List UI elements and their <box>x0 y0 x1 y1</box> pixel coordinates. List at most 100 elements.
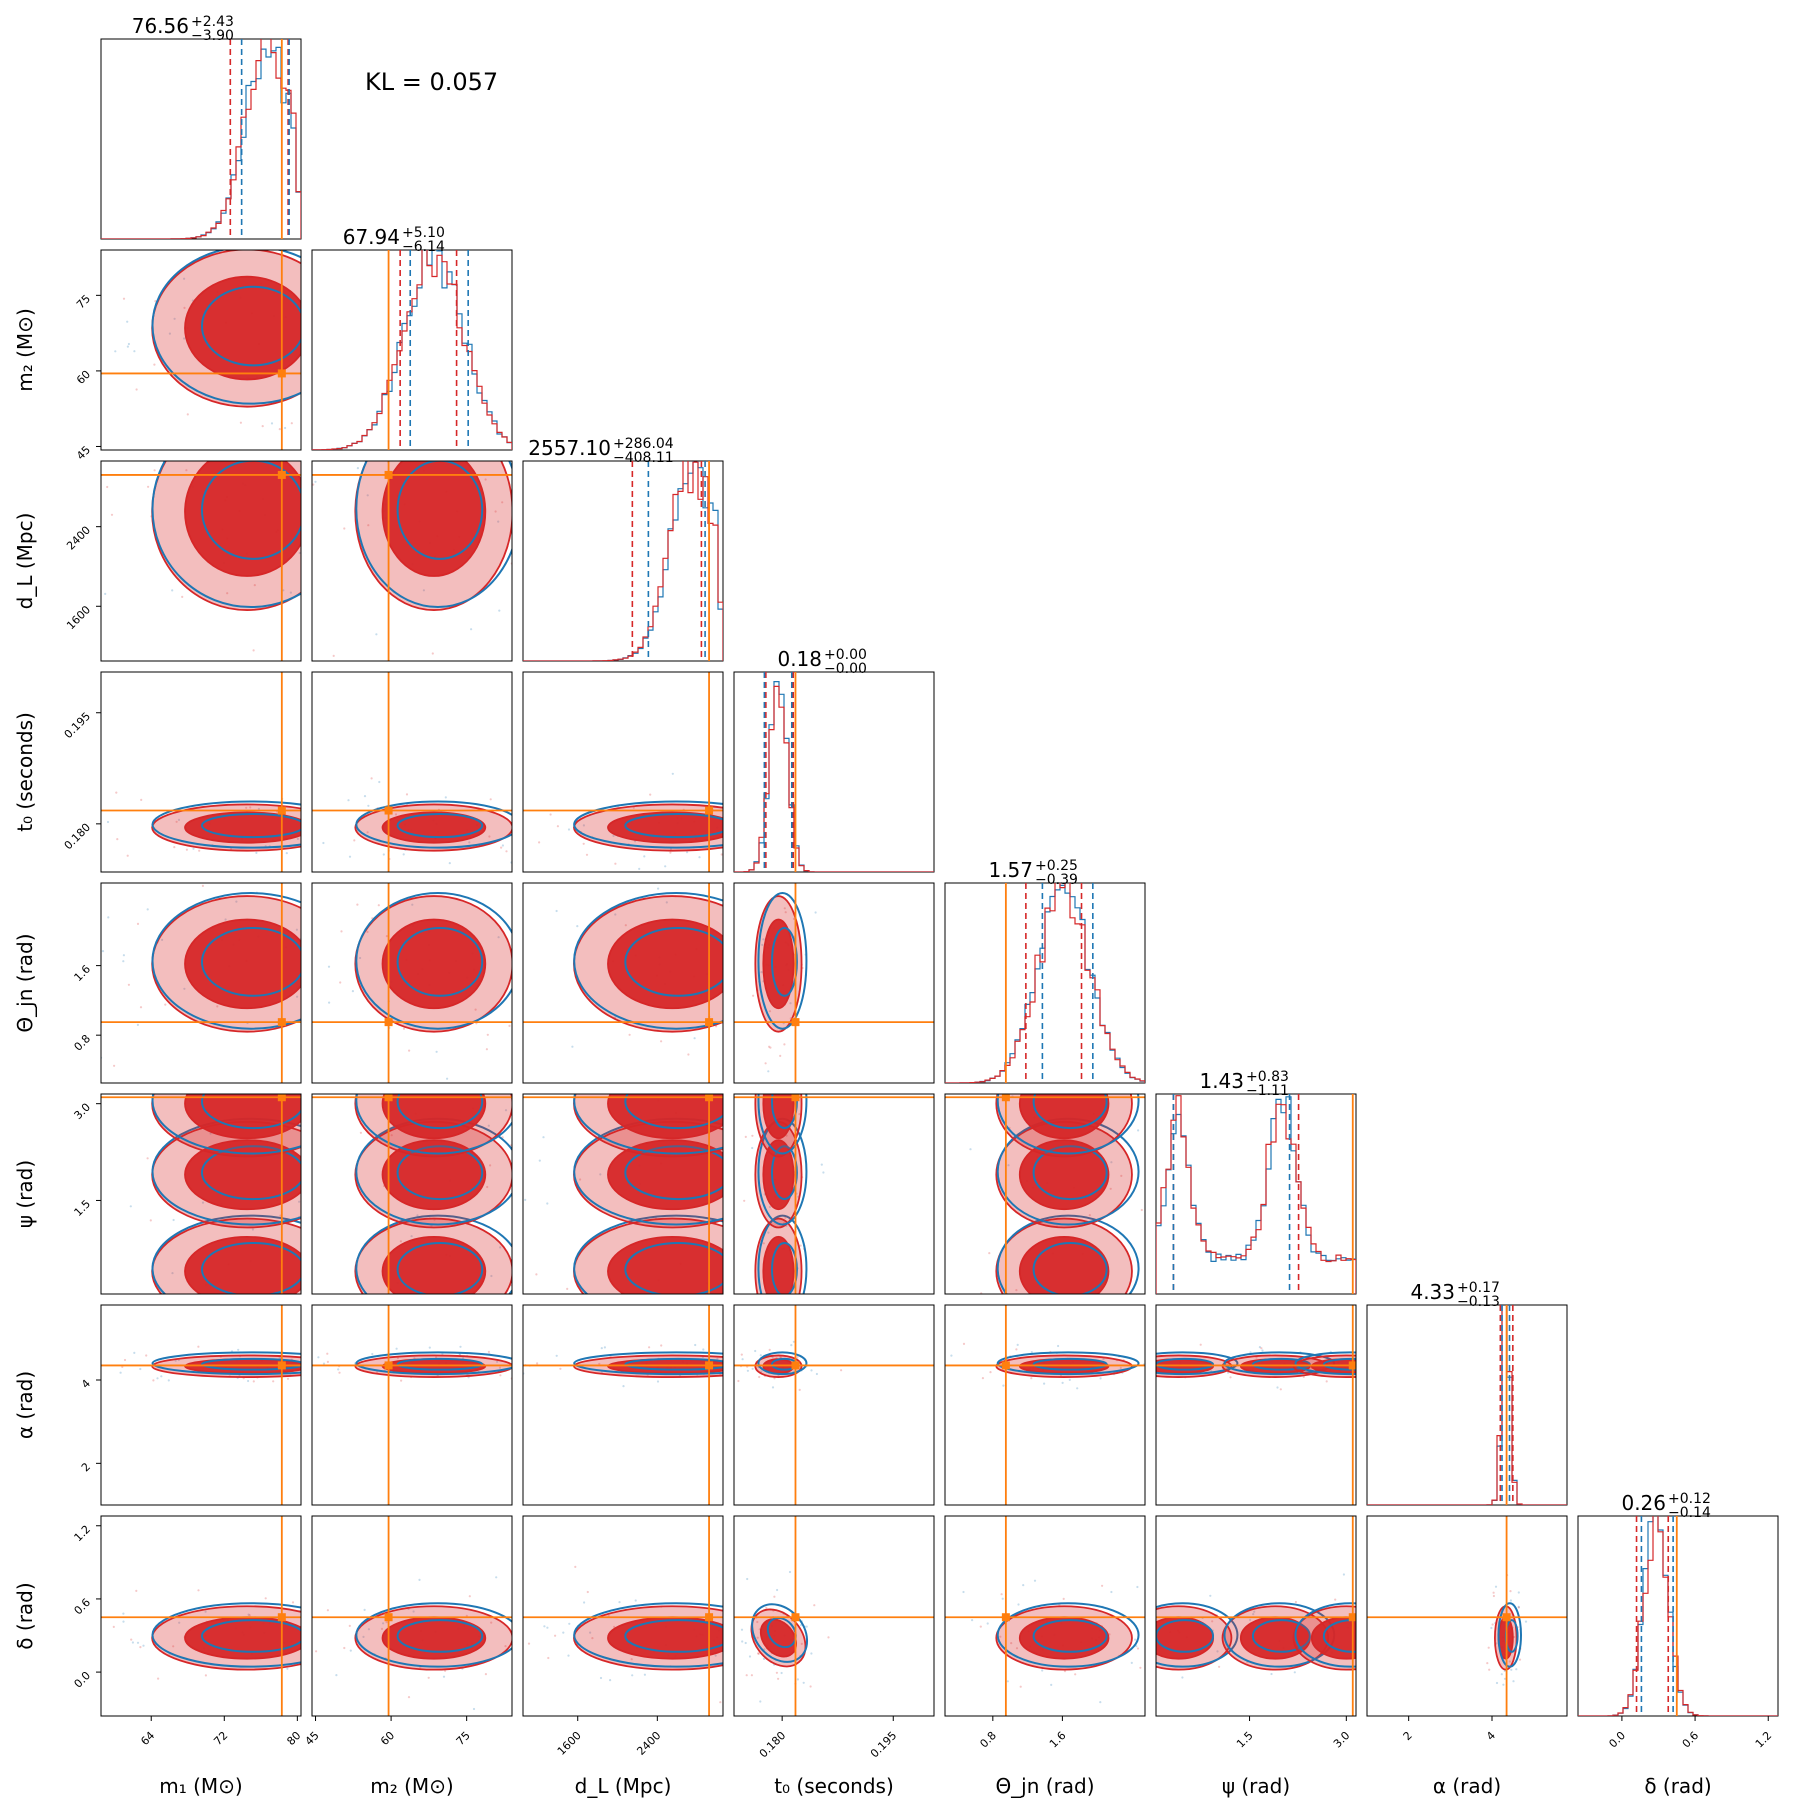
sample-point <box>752 994 755 997</box>
sample-point <box>496 1360 499 1363</box>
truth-marker <box>1001 1613 1010 1622</box>
sample-point <box>1088 1333 1090 1335</box>
sample-point <box>684 1326 686 1328</box>
sample-point <box>491 1426 493 1428</box>
sample-point <box>122 954 125 957</box>
sample-point <box>771 868 773 870</box>
sample-point <box>702 1314 704 1316</box>
sample-point <box>419 664 421 666</box>
sample-point <box>327 965 331 968</box>
sample-point <box>289 591 292 594</box>
sample-point <box>405 793 409 796</box>
hist-series-a <box>734 685 934 872</box>
sample-point <box>320 770 322 772</box>
sample-point <box>1512 1680 1515 1683</box>
sample-point <box>720 853 723 856</box>
sample-point <box>359 347 361 349</box>
panel-frame <box>100 671 302 873</box>
sample-point <box>810 1369 813 1372</box>
sample-point <box>412 1610 415 1613</box>
sample-point <box>484 1673 487 1676</box>
sample-point <box>395 1347 398 1350</box>
sample-point <box>244 421 246 423</box>
sample-point <box>163 1500 165 1502</box>
sample-point <box>1043 1382 1046 1385</box>
sample-point <box>574 1565 577 1568</box>
sample-point <box>174 1359 177 1362</box>
sample-point <box>136 1641 140 1644</box>
sample-point <box>776 1059 778 1061</box>
sample-point <box>792 1340 796 1343</box>
sample-point <box>539 850 541 852</box>
sample-point <box>470 628 473 631</box>
sample-point <box>363 1608 366 1611</box>
contour-b-inner <box>1032 1357 1108 1371</box>
sample-point <box>1134 1638 1137 1641</box>
sample-point <box>540 1368 542 1370</box>
sample-point <box>1392 1607 1394 1609</box>
sample-point <box>237 1348 240 1351</box>
sample-point <box>762 1657 766 1660</box>
sample-point <box>761 853 763 855</box>
sample-point <box>324 790 326 792</box>
hist-frame <box>311 249 513 451</box>
x-tick-label: 72 <box>211 1729 230 1748</box>
contour-b-outer <box>151 1214 301 1294</box>
sample-point <box>251 1228 254 1231</box>
panel-content <box>312 1516 512 1716</box>
hist-series-b <box>101 46 301 239</box>
contour-b-inner <box>624 1094 723 1130</box>
sample-point <box>535 1273 538 1276</box>
sample-point <box>179 244 181 246</box>
truth-marker <box>791 1018 800 1027</box>
sample-point <box>1414 1609 1416 1611</box>
truth-marker <box>384 806 393 815</box>
sample-point <box>776 1089 778 1091</box>
sample-point <box>295 704 297 706</box>
sample-point <box>796 1355 799 1359</box>
sample-point <box>1270 1672 1273 1676</box>
sample-point <box>278 1356 281 1359</box>
sample-point <box>170 868 172 870</box>
sample-point <box>875 968 877 970</box>
sample-point <box>126 320 129 323</box>
sample-point <box>840 1369 843 1372</box>
panel-frame <box>100 460 302 662</box>
sample-point <box>1392 1354 1394 1356</box>
sample-point <box>693 1037 696 1040</box>
sample-point <box>399 741 401 743</box>
truth-marker <box>384 1361 393 1370</box>
sample-point <box>1061 1381 1064 1384</box>
sample-point <box>857 1230 859 1232</box>
sample-point <box>767 1231 770 1234</box>
panel-content <box>101 672 326 872</box>
sample-point <box>754 1374 756 1376</box>
panel-content <box>523 1059 859 1328</box>
sample-point <box>631 1674 634 1677</box>
sample-point <box>553 785 555 787</box>
sample-point <box>442 1675 446 1678</box>
sample-point <box>366 494 369 497</box>
sample-point <box>758 1222 760 1224</box>
contour-b-inner <box>1032 1242 1108 1294</box>
sample-point <box>773 1339 775 1341</box>
sample-point <box>472 1028 474 1030</box>
sample-point <box>729 958 731 960</box>
sample-point <box>465 424 467 426</box>
sample-point <box>841 1054 843 1056</box>
sample-point <box>822 1005 824 1007</box>
x-tick-label: 0.195 <box>868 1729 899 1760</box>
contour-b-outer <box>1497 1602 1522 1668</box>
sample-point <box>171 1272 174 1275</box>
truth-marker <box>705 1361 714 1370</box>
sample-point <box>784 911 787 914</box>
sample-point <box>1293 1671 1296 1674</box>
sample-point <box>755 1374 757 1376</box>
sample-point <box>301 1375 303 1377</box>
sample-point <box>130 1638 133 1641</box>
sample-point <box>440 381 442 383</box>
panel-frame <box>944 1093 1146 1295</box>
sample-point <box>122 1620 125 1623</box>
sample-point <box>243 1325 245 1327</box>
x-tick-label: 1600 <box>555 1729 584 1758</box>
